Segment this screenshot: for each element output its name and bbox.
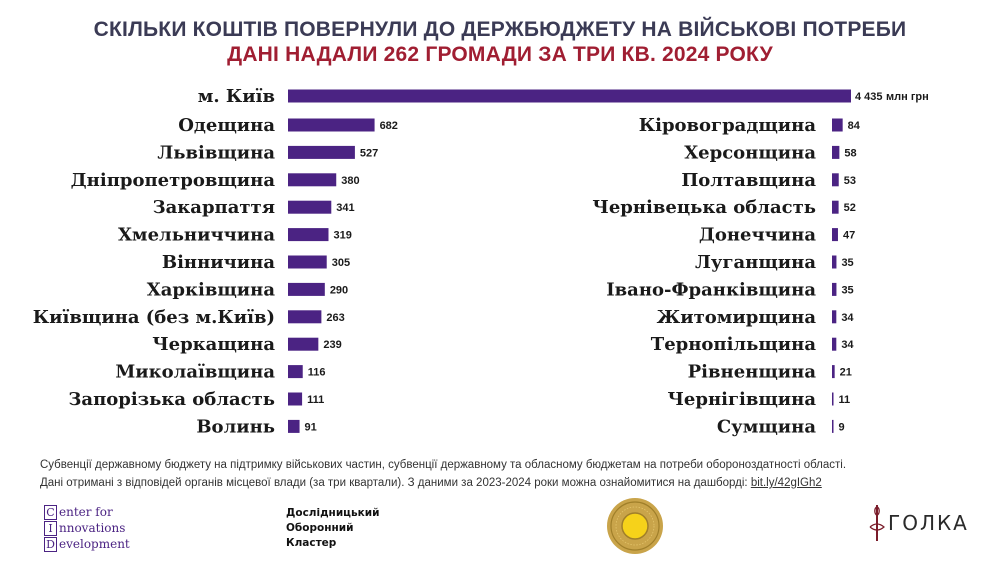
bar <box>832 392 834 406</box>
bar <box>288 228 329 242</box>
bar <box>288 200 332 214</box>
value-label: 11 <box>839 394 851 406</box>
category-label: Одещина <box>178 115 275 136</box>
value-label: 35 <box>841 284 853 296</box>
bar <box>832 337 837 351</box>
category-label: Житомирщина <box>657 307 817 328</box>
golka-wordmark: ГОЛКА <box>888 511 969 535</box>
chart-subtitle: ДАНІ НАДАЛИ 262 ГРОМАДИ ЗА ТРИ КВ. 2024 … <box>227 43 773 66</box>
bar <box>832 255 837 269</box>
category-label: Вінничина <box>162 252 275 273</box>
category-label: Миколаївщина <box>115 362 275 383</box>
category-label: Чернівецька область <box>592 197 816 218</box>
bar <box>832 145 840 159</box>
value-label: 21 <box>840 367 852 379</box>
cid-line-1: enter for <box>59 505 113 519</box>
dashboard-link[interactable]: bit.ly/42gIGh2 <box>750 477 822 489</box>
cid-letter-d: D <box>44 536 57 552</box>
drk-line-1: Дослідницький <box>286 507 380 519</box>
bar <box>288 89 851 103</box>
bar <box>288 255 327 269</box>
category-label: Сумщина <box>717 416 816 437</box>
category-label: Волинь <box>196 416 275 437</box>
value-label: 239 <box>323 339 341 351</box>
footnote-line-2-text: Дані отримані з відповідей органів місце… <box>40 477 751 489</box>
category-label: Херсонщина <box>684 142 816 163</box>
cid-letter-c: C <box>44 504 57 520</box>
value-label: 682 <box>380 120 398 132</box>
gold-seal-logo <box>607 498 663 554</box>
value-label: 84 <box>848 120 861 132</box>
defense-research-cluster-logo: Дослідницький Оборонний Кластер <box>286 506 379 551</box>
category-label: м. Київ <box>198 86 275 107</box>
category-label: Закарпаття <box>153 197 275 218</box>
bar <box>832 282 837 296</box>
value-label: 263 <box>326 312 344 324</box>
bar <box>832 200 839 214</box>
category-label: Київщина (без м.Київ) <box>33 307 275 328</box>
value-label: 290 <box>330 284 348 296</box>
drk-line-2: Оборонний <box>286 522 354 534</box>
value-label: 319 <box>333 230 351 242</box>
category-label: Черкащина <box>152 334 275 355</box>
chart-title: СКІЛЬКИ КОШТІВ ПОВЕРНУЛИ ДО ДЕРЖБЮДЖЕТУ … <box>93 18 907 41</box>
value-label: 34 <box>841 312 854 324</box>
bar <box>832 173 839 187</box>
value-label: 116 <box>308 367 326 379</box>
bar <box>832 118 843 132</box>
value-label: 111 <box>307 394 324 406</box>
golka-logo: ГОЛКА <box>868 503 969 543</box>
category-label: Чернігівщина <box>667 389 816 410</box>
value-label: 53 <box>844 175 856 187</box>
cid-letter-i: I <box>44 520 57 536</box>
value-label: 527 <box>360 147 378 159</box>
unit-label: млн грн <box>886 91 929 103</box>
bar <box>832 365 835 379</box>
bar <box>288 337 319 351</box>
value-label: 9 <box>839 421 845 433</box>
category-label: Запорізька область <box>68 389 275 410</box>
bar <box>832 228 838 242</box>
value-label: 380 <box>341 175 359 187</box>
value-label: 35 <box>841 257 853 269</box>
category-label: Полтавщина <box>681 170 816 191</box>
value-label: 34 <box>841 339 854 351</box>
bar-chart: м. Київ 4 435 млн грн Одещина 682 Львівщина 52… <box>33 86 929 437</box>
bar <box>288 145 355 159</box>
category-label: Львівщина <box>157 142 275 163</box>
bar <box>832 419 834 433</box>
value-label: 91 <box>305 421 317 433</box>
category-label: Луганщина <box>695 252 816 273</box>
bar <box>288 392 303 406</box>
value-label: 47 <box>843 230 855 242</box>
value-label: 52 <box>844 202 856 214</box>
category-label: Дніпропетровщина <box>71 170 276 191</box>
category-label: Івано-Франківщина <box>606 279 816 300</box>
value-label: 4 435 <box>855 91 883 103</box>
bar <box>288 419 300 433</box>
bar <box>288 310 322 324</box>
category-label: Донеччина <box>699 225 817 246</box>
value-label: 341 <box>336 202 354 214</box>
bar <box>288 365 303 379</box>
category-label: Хмельниччина <box>118 225 275 246</box>
bar <box>832 310 837 324</box>
category-label: Харківщина <box>147 279 276 300</box>
category-label: Тернопільщина <box>651 334 817 355</box>
category-label: Рівненщина <box>688 362 817 383</box>
value-label: 58 <box>844 147 856 159</box>
cid-line-3: evelopment <box>59 537 130 551</box>
footnotes: Субвенції державному бюджету на підтримк… <box>40 456 970 492</box>
bar <box>288 282 325 296</box>
footnote-line-1: Субвенції державному бюджету на підтримк… <box>40 459 847 471</box>
bar <box>288 118 375 132</box>
cid-line-2: nnovations <box>59 521 126 535</box>
category-label: Кіровоградщина <box>639 115 817 136</box>
footnote-line-2: Дані отримані з відповідей органів місце… <box>40 474 970 492</box>
bar <box>288 173 337 187</box>
needle-icon <box>869 505 885 541</box>
drk-line-3: Кластер <box>286 537 337 549</box>
value-label: 305 <box>332 257 350 269</box>
